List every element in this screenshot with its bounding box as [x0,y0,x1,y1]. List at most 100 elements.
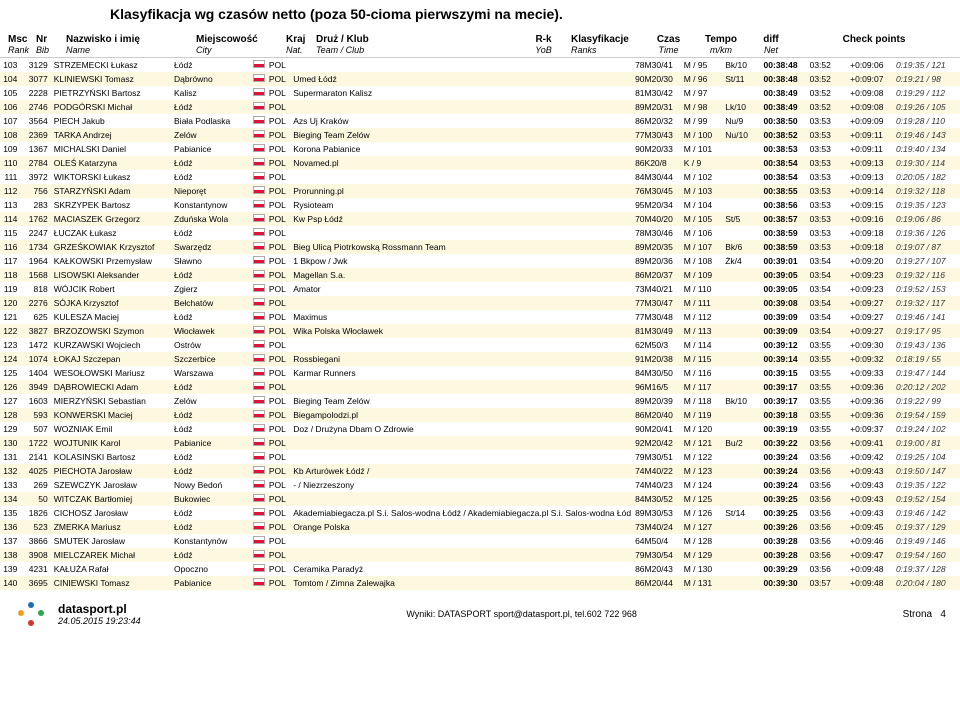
cell-city: Zgierz [172,282,251,296]
flag-pol-icon [253,536,265,544]
cell-tempo: 03:53 [808,184,849,198]
cell-time: 00:38:54 [762,156,808,170]
cell-city: Dąbrówno [172,72,251,86]
cell-team: Kb Arturówek Łódź / [291,464,633,478]
cell-time: 00:38:50 [762,114,808,128]
cell-check: 0:19:07 / 87 [894,240,960,254]
cell-pos: 110 [0,156,23,170]
cell-pos: 122 [0,324,23,338]
cell-bib: 756 [23,184,51,198]
cell-ranks: M / 99 [682,114,724,128]
cell-time: 00:39:12 [762,338,808,352]
cell-ranks: M / 103 [682,184,724,198]
cell-check: 0:19:30 / 114 [894,156,960,170]
cell-team: Bieg Ulicą Piotrkowską Rossmann Team [291,240,633,254]
cell-tempo: 03:53 [808,170,849,184]
cell-nat: POL [267,296,291,310]
cell-tempo: 03:56 [808,562,849,576]
flag-pol-icon [253,158,265,166]
cell-time: 00:38:48 [762,58,808,72]
table-row: 113283SKRZYPEK BartoszKonstantynowPOLRys… [0,198,960,212]
cell-flag [251,184,267,198]
cell-rk: 89M20/35 [633,240,682,254]
cell-pos: 134 [0,492,23,506]
cell-extra [723,534,761,548]
cell-nat: POL [267,394,291,408]
cell-nat: POL [267,338,291,352]
cell-nat: POL [267,268,291,282]
cell-team: Akademiabiegacza.pl S.i. Salos-wodna Łód… [291,506,633,520]
cell-city: Bełchatów [172,296,251,310]
table-row: 1373866SMUTEK JarosławKonstantynówPOL64M… [0,534,960,548]
cell-time: 00:39:24 [762,464,808,478]
cell-rk: 73M40/21 [633,282,682,296]
cell-team [291,436,633,450]
cell-rk: 92M20/42 [633,436,682,450]
cell-bib: 4025 [23,464,51,478]
cell-time: 00:39:09 [762,310,808,324]
table-row: 1351826CICHOSZ JarosławŁódźPOLAkademiabi… [0,506,960,520]
cell-tempo: 03:53 [808,142,849,156]
cell-flag [251,72,267,86]
cell-time: 00:38:49 [762,100,808,114]
flag-pol-icon [253,340,265,348]
table-row: 1263949DĄBROWIECKI AdamŁódźPOL96M16/5M /… [0,380,960,394]
cell-rk: 96M16/5 [633,380,682,394]
cell-ranks: M / 110 [682,282,724,296]
cell-extra [723,562,761,576]
cell-extra: Nu/9 [723,114,761,128]
cell-team: Prorunning.pl [291,184,633,198]
cell-diff: +0:09:13 [848,170,894,184]
cell-flag [251,464,267,478]
cell-pos: 112 [0,184,23,198]
cell-city: Swarzędz [172,240,251,254]
cell-ranks: M / 104 [682,198,724,212]
cell-team [291,226,633,240]
table-row: 1091367MICHALSKI DanielPabianicePOLKoron… [0,142,960,156]
cell-team: Rossbiegani [291,352,633,366]
cell-nat: POL [267,184,291,198]
cell-ranks: M / 101 [682,142,724,156]
cell-rk: 84M30/44 [633,170,682,184]
cell-rk: 90M20/33 [633,142,682,156]
cell-team [291,58,633,72]
cell-rk: 74M40/23 [633,478,682,492]
cell-city: Łódź [172,170,251,184]
cell-city: Opoczno [172,562,251,576]
cell-time: 00:38:59 [762,226,808,240]
cell-ranks: M / 112 [682,310,724,324]
cell-diff: +0:09:32 [848,352,894,366]
cell-rk: 84M30/52 [633,492,682,506]
cell-check: 0:19:21 / 98 [894,72,960,86]
cell-pos: 139 [0,562,23,576]
cell-rk: 77M30/48 [633,310,682,324]
cell-flag [251,212,267,226]
cell-diff: +0:09:36 [848,394,894,408]
cell-name: WOZNIAK Emil [52,422,172,436]
cell-pos: 117 [0,254,23,268]
cell-nat: POL [267,212,291,226]
cell-team: Orange Polska [291,520,633,534]
cell-pos: 116 [0,240,23,254]
cell-flag [251,86,267,100]
cell-nat: POL [267,352,291,366]
cell-tempo: 03:54 [808,254,849,268]
cell-diff: +0:09:13 [848,156,894,170]
cell-city: Łódź [172,520,251,534]
table-row: 1181568LISOWSKI AleksanderŁódźPOLMagella… [0,268,960,282]
cell-extra [723,282,761,296]
cell-bib: 1762 [23,212,51,226]
cell-rk: 78M30/46 [633,226,682,240]
cell-ranks: M / 109 [682,268,724,282]
cell-extra [723,268,761,282]
cell-name: TARKA Andrzej [52,128,172,142]
cell-team: Wika Polska Włocławek [291,324,633,338]
cell-nat: POL [267,240,291,254]
cell-pos: 129 [0,422,23,436]
cell-city: Warszawa [172,366,251,380]
cell-extra [723,478,761,492]
cell-ranks: M / 126 [682,506,724,520]
cell-flag [251,240,267,254]
flag-pol-icon [253,144,265,152]
cell-nat: POL [267,408,291,422]
